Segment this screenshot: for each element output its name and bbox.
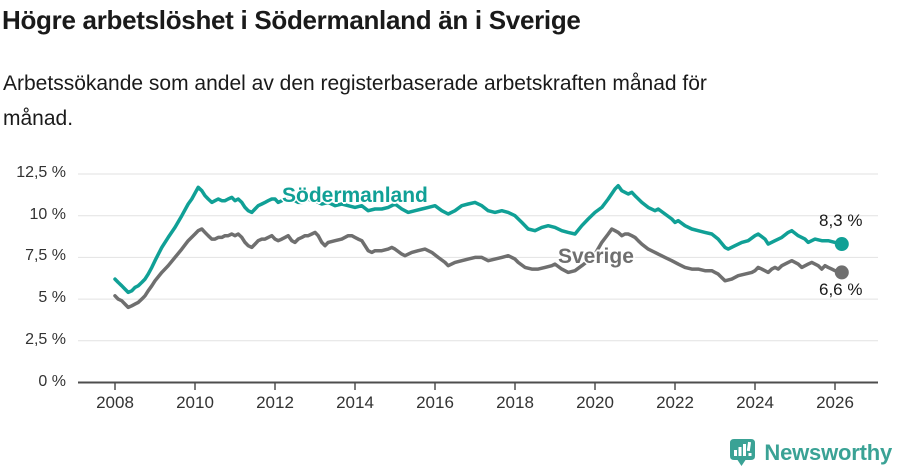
x-axis-label: 2022 [656, 393, 694, 412]
y-axis-label: 10 % [29, 205, 66, 223]
x-axis-label: 2026 [816, 393, 854, 412]
end-value-label-sverige: 6,6 % [819, 280, 863, 299]
y-axis-label: 2,5 % [25, 330, 66, 348]
x-axis-label: 2010 [176, 393, 214, 412]
y-axis-label: 5 % [38, 289, 66, 307]
page-title: Högre arbetslöshet i Södermanland än i S… [2, 5, 581, 35]
y-axis-label: 7,5 % [25, 247, 66, 265]
x-axis-label: 2008 [96, 393, 134, 412]
newsworthy-logo[interactable]: Newsworthy [729, 438, 892, 468]
x-axis-label: 2018 [496, 393, 534, 412]
chart-subtitle: Arbetssökande som andel av den registerb… [3, 66, 707, 136]
series-label-sodermanland: Södermanland [282, 184, 428, 207]
y-axis-label: 0 % [38, 372, 66, 390]
brand-name: Newsworthy [764, 440, 892, 465]
subtitle-line-1: Arbetssökande som andel av den registerb… [3, 72, 707, 95]
newsworthy-logo-icon [730, 439, 756, 466]
x-axis-label: 2016 [416, 393, 454, 412]
x-axis-label: 2020 [576, 393, 614, 412]
end-value-label-sodermanland: 8,3 % [819, 211, 863, 230]
x-axis-label: 2014 [336, 393, 374, 412]
y-axis-label: 12,5 % [16, 164, 66, 181]
x-axis-label: 2012 [256, 393, 294, 412]
series-label-sverige: Sverige [558, 245, 634, 268]
x-axis-label: 2024 [736, 393, 774, 412]
subtitle-line-2: månad. [3, 107, 74, 130]
